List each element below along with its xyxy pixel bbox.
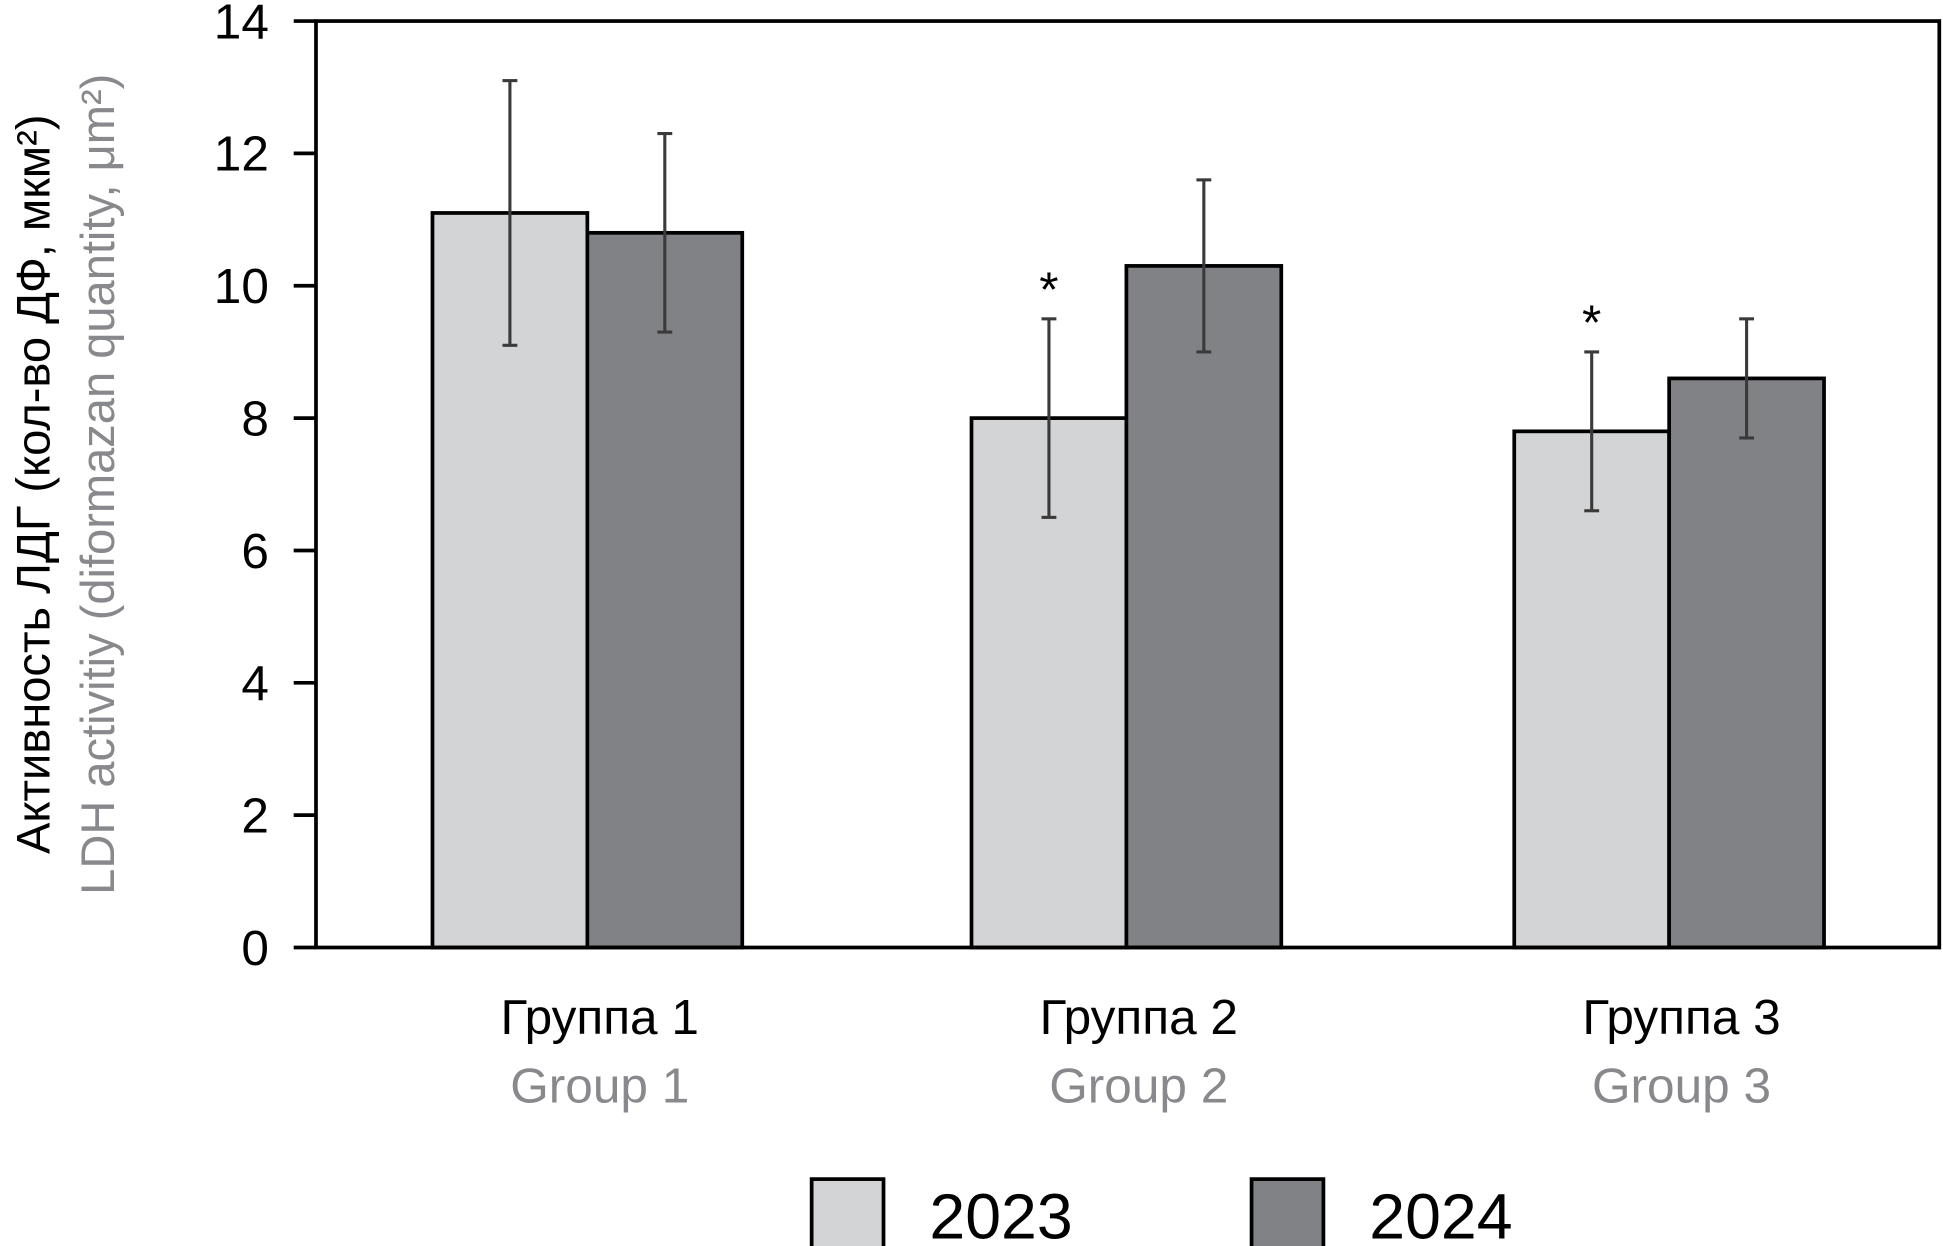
bar-2024-group-3 [1667, 376, 1826, 950]
error-bar [1584, 350, 1600, 513]
x-tick-label: Группа 3 [1582, 989, 1780, 1045]
x-tick-label: Группа 1 [501, 989, 699, 1045]
legend-label-2024: 2024 [1369, 1181, 1512, 1246]
error-bar [1041, 317, 1057, 519]
bar-2024-group-2 [1124, 264, 1284, 950]
y-tick-label: 4 [241, 655, 269, 711]
y-axis-label: Активность ЛДГ (кол-во ДФ, мкм²) LDH act… [7, 74, 124, 895]
significance-marker: * [1039, 261, 1058, 317]
plot-frame [314, 19, 1942, 950]
y-axis-label-ru: Активность ЛДГ (кол-во ДФ, мкм²) [7, 115, 60, 855]
y-tick-label: 0 [241, 920, 269, 976]
x-tick-label: Группа 2 [1040, 989, 1238, 1045]
x-tick-label-en: Group 3 [1592, 1057, 1771, 1113]
legend-label-2023: 2023 [929, 1181, 1072, 1246]
x-tick-label-en: Group 2 [1049, 1057, 1228, 1113]
error-bar [657, 132, 673, 334]
error-bar [502, 79, 518, 347]
x-tick-label-en: Group 1 [510, 1057, 689, 1113]
y-axis-label-en: LDH activitiy (diformazan quantity, μm²) [71, 74, 124, 895]
y-tick-label: 10 [214, 258, 269, 314]
bar-2023-group-3 [1512, 429, 1672, 950]
y-tick-label: 8 [241, 390, 269, 446]
error-bar [1739, 317, 1755, 440]
y-tick-label: 12 [214, 126, 269, 182]
legend: 2023 2024 [809, 1177, 1513, 1246]
significance-marker: * [1582, 295, 1601, 351]
y-tick-label: 6 [241, 523, 269, 579]
legend-swatch-2023 [809, 1177, 886, 1246]
y-tick-label: 2 [241, 788, 269, 844]
bar-2024-group-1 [585, 230, 745, 950]
error-bar [1196, 178, 1212, 354]
legend-swatch-2024 [1249, 1177, 1326, 1246]
y-tick-label: 14 [214, 0, 269, 49]
